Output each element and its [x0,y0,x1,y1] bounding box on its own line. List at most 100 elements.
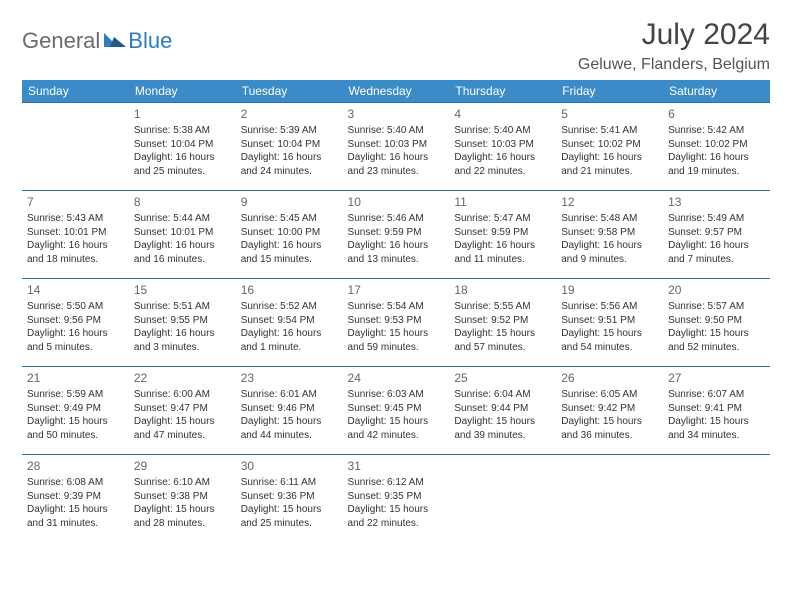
daylight-text: Daylight: 15 hours and 36 minutes. [561,415,658,442]
sunrise-text: Sunrise: 6:01 AM [241,388,338,402]
daylight-text: Daylight: 16 hours and 15 minutes. [241,239,338,266]
sunset-text: Sunset: 9:41 PM [668,402,765,416]
calendar-cell: 9Sunrise: 5:45 AMSunset: 10:00 PMDayligh… [236,191,343,279]
sunset-text: Sunset: 9:39 PM [27,490,124,504]
daylight-text: Daylight: 16 hours and 7 minutes. [668,239,765,266]
day-number: 1 [134,106,231,122]
sunset-text: Sunset: 10:02 PM [561,138,658,152]
calendar-cell: 19Sunrise: 5:56 AMSunset: 9:51 PMDayligh… [556,279,663,367]
sunrise-text: Sunrise: 6:12 AM [348,476,445,490]
sunset-text: Sunset: 9:59 PM [454,226,551,240]
daylight-text: Daylight: 16 hours and 24 minutes. [241,151,338,178]
sunset-text: Sunset: 9:46 PM [241,402,338,416]
sunrise-text: Sunrise: 6:00 AM [134,388,231,402]
calendar-row: 21Sunrise: 5:59 AMSunset: 9:49 PMDayligh… [22,367,770,455]
weekday-header: Friday [556,80,663,103]
calendar-row: 7Sunrise: 5:43 AMSunset: 10:01 PMDayligh… [22,191,770,279]
daylight-text: Daylight: 15 hours and 42 minutes. [348,415,445,442]
calendar-cell: 21Sunrise: 5:59 AMSunset: 9:49 PMDayligh… [22,367,129,455]
sunset-text: Sunset: 9:45 PM [348,402,445,416]
calendar-cell: 12Sunrise: 5:48 AMSunset: 9:58 PMDayligh… [556,191,663,279]
sunrise-text: Sunrise: 6:05 AM [561,388,658,402]
day-number: 31 [348,458,445,474]
daylight-text: Daylight: 15 hours and 34 minutes. [668,415,765,442]
sunset-text: Sunset: 9:52 PM [454,314,551,328]
sunset-text: Sunset: 9:51 PM [561,314,658,328]
daylight-text: Daylight: 16 hours and 3 minutes. [134,327,231,354]
sunrise-text: Sunrise: 5:41 AM [561,124,658,138]
daylight-text: Daylight: 16 hours and 9 minutes. [561,239,658,266]
daylight-text: Daylight: 16 hours and 25 minutes. [134,151,231,178]
sunset-text: Sunset: 10:01 PM [134,226,231,240]
calendar-cell: 10Sunrise: 5:46 AMSunset: 9:59 PMDayligh… [343,191,450,279]
calendar-cell: 22Sunrise: 6:00 AMSunset: 9:47 PMDayligh… [129,367,236,455]
calendar-cell: 5Sunrise: 5:41 AMSunset: 10:02 PMDayligh… [556,103,663,191]
sunset-text: Sunset: 9:47 PM [134,402,231,416]
day-number: 29 [134,458,231,474]
day-number: 10 [348,194,445,210]
sunset-text: Sunset: 9:50 PM [668,314,765,328]
day-number: 7 [27,194,124,210]
calendar-cell: 16Sunrise: 5:52 AMSunset: 9:54 PMDayligh… [236,279,343,367]
day-number: 16 [241,282,338,298]
day-number: 20 [668,282,765,298]
daylight-text: Daylight: 15 hours and 28 minutes. [134,503,231,530]
sunset-text: Sunset: 9:35 PM [348,490,445,504]
sunset-text: Sunset: 10:00 PM [241,226,338,240]
day-number: 26 [561,370,658,386]
sunrise-text: Sunrise: 5:49 AM [668,212,765,226]
day-number: 14 [27,282,124,298]
daylight-text: Daylight: 15 hours and 54 minutes. [561,327,658,354]
daylight-text: Daylight: 15 hours and 25 minutes. [241,503,338,530]
calendar-cell: 24Sunrise: 6:03 AMSunset: 9:45 PMDayligh… [343,367,450,455]
day-number: 30 [241,458,338,474]
daylight-text: Daylight: 16 hours and 22 minutes. [454,151,551,178]
day-number: 19 [561,282,658,298]
weekday-header: Sunday [22,80,129,103]
daylight-text: Daylight: 15 hours and 57 minutes. [454,327,551,354]
day-number: 3 [348,106,445,122]
day-number: 5 [561,106,658,122]
sunrise-text: Sunrise: 5:51 AM [134,300,231,314]
weekday-header-row: SundayMondayTuesdayWednesdayThursdayFrid… [22,80,770,103]
daylight-text: Daylight: 16 hours and 19 minutes. [668,151,765,178]
daylight-text: Daylight: 15 hours and 22 minutes. [348,503,445,530]
sunset-text: Sunset: 10:01 PM [27,226,124,240]
daylight-text: Daylight: 16 hours and 18 minutes. [27,239,124,266]
daylight-text: Daylight: 15 hours and 44 minutes. [241,415,338,442]
sunrise-text: Sunrise: 5:42 AM [668,124,765,138]
sunset-text: Sunset: 10:04 PM [134,138,231,152]
sunset-text: Sunset: 9:55 PM [134,314,231,328]
daylight-text: Daylight: 15 hours and 59 minutes. [348,327,445,354]
calendar-row: 28Sunrise: 6:08 AMSunset: 9:39 PMDayligh… [22,455,770,543]
weekday-header: Monday [129,80,236,103]
sunrise-text: Sunrise: 5:39 AM [241,124,338,138]
sunrise-text: Sunrise: 5:43 AM [27,212,124,226]
day-number: 25 [454,370,551,386]
calendar-cell: 29Sunrise: 6:10 AMSunset: 9:38 PMDayligh… [129,455,236,543]
day-number: 6 [668,106,765,122]
calendar-cell: 6Sunrise: 5:42 AMSunset: 10:02 PMDayligh… [663,103,770,191]
sunset-text: Sunset: 9:58 PM [561,226,658,240]
daylight-text: Daylight: 16 hours and 5 minutes. [27,327,124,354]
triangle-icon [104,31,126,52]
calendar-row: 14Sunrise: 5:50 AMSunset: 9:56 PMDayligh… [22,279,770,367]
calendar-cell: 3Sunrise: 5:40 AMSunset: 10:03 PMDayligh… [343,103,450,191]
calendar-cell [449,455,556,543]
sunrise-text: Sunrise: 5:57 AM [668,300,765,314]
day-number: 28 [27,458,124,474]
sunrise-text: Sunrise: 5:46 AM [348,212,445,226]
calendar-cell: 26Sunrise: 6:05 AMSunset: 9:42 PMDayligh… [556,367,663,455]
sunset-text: Sunset: 10:03 PM [348,138,445,152]
sunrise-text: Sunrise: 5:44 AM [134,212,231,226]
sunrise-text: Sunrise: 6:11 AM [241,476,338,490]
calendar-cell: 4Sunrise: 5:40 AMSunset: 10:03 PMDayligh… [449,103,556,191]
weekday-header: Wednesday [343,80,450,103]
sunset-text: Sunset: 10:03 PM [454,138,551,152]
daylight-text: Daylight: 16 hours and 11 minutes. [454,239,551,266]
calendar-cell: 18Sunrise: 5:55 AMSunset: 9:52 PMDayligh… [449,279,556,367]
daylight-text: Daylight: 15 hours and 50 minutes. [27,415,124,442]
day-number: 8 [134,194,231,210]
sunrise-text: Sunrise: 5:38 AM [134,124,231,138]
calendar-cell: 13Sunrise: 5:49 AMSunset: 9:57 PMDayligh… [663,191,770,279]
